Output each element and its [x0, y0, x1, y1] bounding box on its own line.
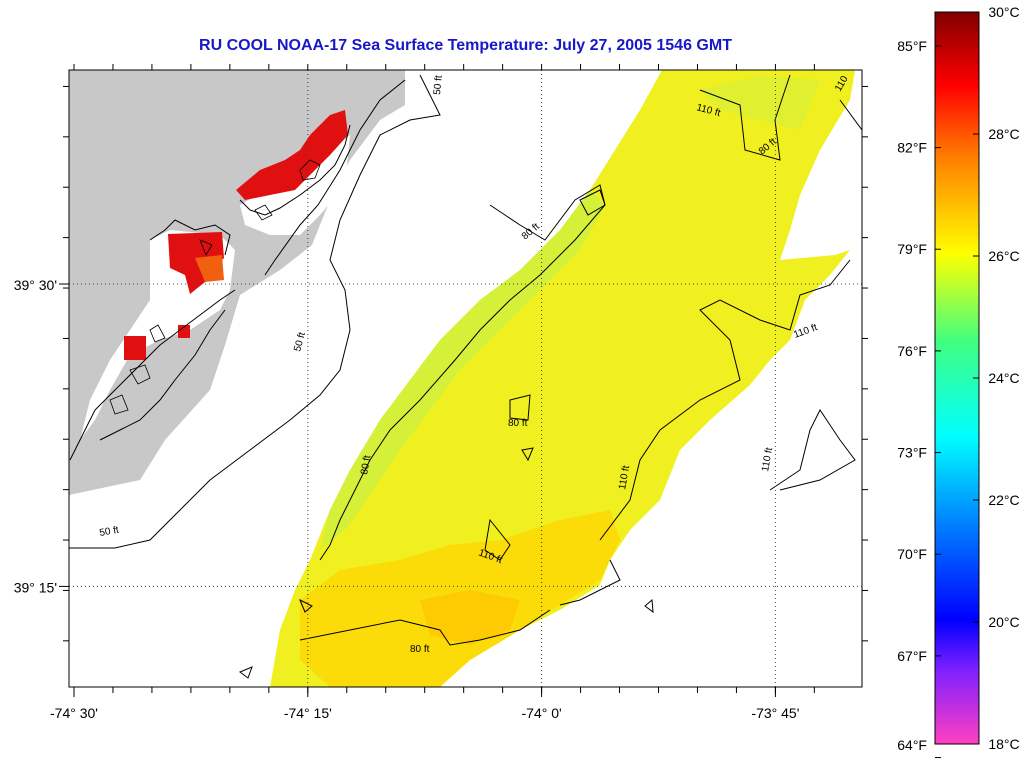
island-outlines	[109, 159, 321, 415]
hot-coastal-pixels	[124, 325, 190, 360]
y-tick-label: 39° 30'	[14, 277, 57, 293]
x-tick-label: -74° 30'	[50, 705, 98, 721]
small-contour-rings	[239, 189, 654, 679]
y-tick-label: 39° 15'	[14, 579, 57, 595]
colorbar-fahrenheit-label: 76°F	[897, 343, 927, 359]
sst-warm-core	[420, 590, 520, 645]
contour-50ft	[69, 74, 441, 549]
contour-80ft	[319, 184, 606, 561]
warm-coastal-pixels	[195, 255, 224, 282]
sst-cool-patch	[700, 75, 820, 130]
frame-ticks	[59, 64, 868, 697]
colorbar-celsius-label: 28°C	[988, 126, 1019, 142]
lat-lon-grid	[69, 70, 862, 687]
contour-label: 80 ft	[359, 454, 373, 475]
colorbar-fahrenheit-label: 67°F	[897, 648, 927, 664]
colorbar-celsius-label: 22°C	[988, 492, 1019, 508]
colorbar-fahrenheit-label: 73°F	[897, 445, 927, 461]
contour-label: 110 ft	[792, 322, 819, 341]
map-title: RU COOL NOAA-17 Sea Surface Temperature:…	[199, 37, 732, 54]
contour-label: 80 ft	[508, 418, 528, 429]
x-tick-label: -74° 15'	[284, 705, 332, 721]
colorbar	[934, 11, 980, 745]
contour-110ft	[484, 74, 862, 606]
colorbar-celsius-label: 30°C	[988, 4, 1019, 20]
colorbar-celsius-label: 24°C	[988, 370, 1019, 386]
colorbar-celsius-label: 18°C	[988, 736, 1019, 752]
coastline	[69, 79, 406, 461]
sst-swath	[270, 70, 855, 687]
x-tick-label: -73° 45'	[751, 705, 799, 721]
land-mass	[69, 70, 405, 495]
contour-label: 110 ft	[617, 464, 632, 490]
hot-coastal-pixels	[236, 110, 348, 200]
colorbar-fahrenheit-label: 70°F	[897, 546, 927, 562]
colorbar-fahrenheit-label: 79°F	[897, 241, 927, 257]
colorbar-fahrenheit-label: 64°F	[897, 737, 927, 753]
colorbar-celsius-label: 20°C	[988, 614, 1019, 630]
contour-label: 50 ft	[292, 331, 308, 353]
contour-label: 110 ft	[760, 446, 775, 472]
contour-80ft-south	[299, 609, 551, 646]
contour-label: 50 ft	[432, 75, 445, 96]
contour-label: 50 ft	[99, 525, 120, 539]
colorbar-fahrenheit-label: 85°F	[897, 38, 927, 54]
colorbar-fahrenheit-label: 82°F	[897, 140, 927, 156]
x-tick-label: -74° 0'	[522, 705, 562, 721]
map-frame	[68, 69, 863, 688]
contour-label: 80 ft	[520, 221, 542, 242]
contour-label: 80 ft	[410, 644, 430, 655]
hot-coastal-pixels	[168, 232, 224, 294]
colorbar-celsius-label: 26°C	[988, 248, 1019, 264]
